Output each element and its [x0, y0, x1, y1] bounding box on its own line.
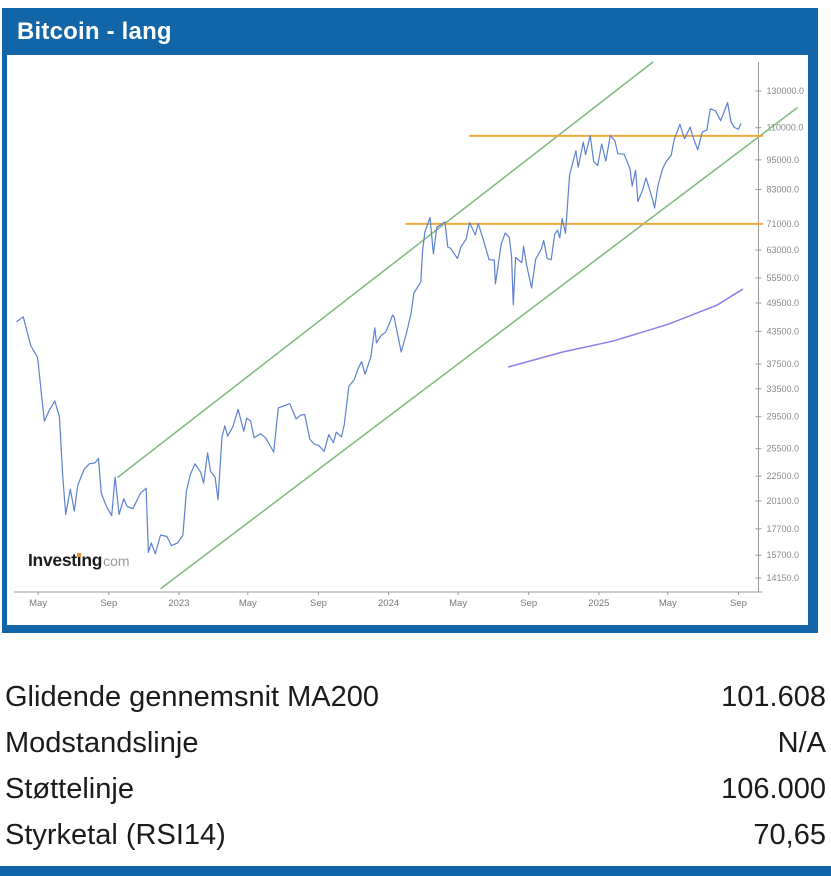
price-chart: 130000.0 110000.0 95000.0 83000.0 71000.0 630… [14, 61, 805, 609]
svg-text:20100.0: 20100.0 [767, 496, 800, 506]
stat-label: Glidende gennemsnit MA200 [5, 680, 380, 713]
svg-text:2023: 2023 [168, 598, 189, 609]
x-axis-ticks: May Sep 2023 May Sep 2024 May Sep 2025 May Sep [29, 592, 747, 609]
stat-row-resistance: Modstandslinje N/A [0, 720, 831, 766]
svg-text:29500.0: 29500.0 [767, 412, 800, 422]
stat-value: 101.608 [721, 680, 826, 713]
panel-body: 130000.0 110000.0 95000.0 83000.0 71000.0 630… [2, 55, 818, 633]
svg-text:15700.0: 15700.0 [767, 550, 800, 560]
stat-row-rsi: Styrketal (RSI14) 70,65 [0, 812, 831, 858]
investing-logo-suffix: com [103, 553, 130, 569]
stat-value: 70,65 [753, 818, 826, 851]
svg-text:22500.0: 22500.0 [767, 471, 800, 481]
panel-header: Bitcoin - lang [2, 8, 818, 55]
investing-logo: Investingcom [28, 550, 130, 571]
svg-text:Sep: Sep [520, 598, 537, 609]
chart-panel: Bitcoin - lang 130000.0 110000.0 95000.0 83… [2, 8, 818, 633]
stat-label: Modstandslinje [5, 726, 199, 759]
svg-text:110000.0: 110000.0 [767, 123, 804, 133]
btc-price-series [16, 101, 742, 555]
stat-label: Støttelinje [5, 772, 134, 805]
svg-text:17700.0: 17700.0 [767, 524, 800, 534]
svg-text:Sep: Sep [730, 598, 747, 609]
stat-value: N/A [777, 726, 826, 759]
investing-logo-text2: ng [81, 550, 103, 570]
investing-logo-i: i [76, 550, 82, 570]
trend-channel-lines [117, 61, 798, 590]
stat-value: 106.000 [721, 772, 826, 805]
svg-text:May: May [239, 598, 257, 609]
svg-text:83000.0: 83000.0 [767, 185, 800, 195]
svg-text:25500.0: 25500.0 [767, 444, 800, 454]
svg-text:2024: 2024 [378, 598, 399, 609]
bottom-bar [0, 866, 831, 876]
stats-table: Glidende gennemsnit MA200 101.608 Modsta… [0, 674, 831, 858]
svg-text:37500.0: 37500.0 [767, 359, 800, 369]
horizontal-level-lines [405, 134, 764, 225]
ma-line-series [507, 288, 744, 368]
stat-label: Styrketal (RSI14) [5, 818, 226, 851]
svg-text:71000.0: 71000.0 [767, 219, 800, 229]
svg-text:May: May [449, 598, 467, 609]
svg-text:Sep: Sep [310, 598, 327, 609]
panel-title: Bitcoin - lang [17, 17, 172, 45]
svg-text:May: May [29, 598, 47, 609]
svg-text:43500.0: 43500.0 [767, 326, 800, 336]
svg-text:55500.0: 55500.0 [767, 273, 800, 283]
stat-row-support: Støttelinje 106.000 [0, 766, 831, 812]
svg-text:95000.0: 95000.0 [767, 155, 800, 165]
svg-text:2025: 2025 [588, 598, 609, 609]
svg-text:63000.0: 63000.0 [767, 245, 800, 255]
stat-row-ma200: Glidende gennemsnit MA200 101.608 [0, 674, 831, 720]
svg-text:130000.0: 130000.0 [767, 86, 805, 96]
svg-text:May: May [659, 598, 677, 609]
svg-text:49500.0: 49500.0 [767, 298, 800, 308]
svg-text:14150.0: 14150.0 [767, 573, 800, 583]
svg-text:Sep: Sep [100, 598, 117, 609]
investing-logo-text: Invest [28, 550, 77, 570]
svg-text:33500.0: 33500.0 [767, 384, 800, 394]
y-axis-ticks: 130000.0 110000.0 95000.0 83000.0 71000.0 630… [755, 86, 805, 583]
